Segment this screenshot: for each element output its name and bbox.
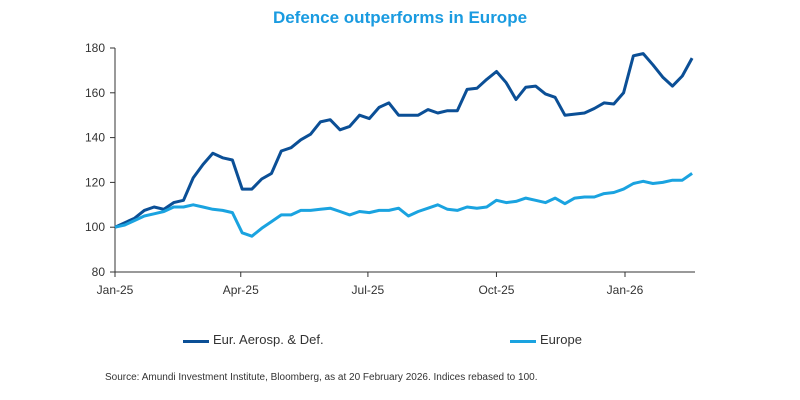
y-tick-label: 80 <box>92 265 106 279</box>
source-note: Source: Amundi Investment Institute, Blo… <box>105 372 538 383</box>
x-tick-label: Oct-25 <box>478 283 514 297</box>
legend-swatch-aerospace <box>183 340 209 343</box>
y-tick-label: 180 <box>85 41 105 55</box>
y-tick-label: 140 <box>85 131 105 145</box>
legend-swatch-europe <box>510 340 536 343</box>
x-tick-label: Jul-25 <box>352 283 385 297</box>
x-tick-label: Jan-26 <box>607 283 644 297</box>
legend-label-aerospace: Eur. Aerosp. & Def. <box>213 332 324 347</box>
y-tick-label: 100 <box>85 220 105 234</box>
legend-label-europe: Europe <box>540 332 582 347</box>
series-line-aerospace-defence <box>114 52 694 229</box>
series-line-europe <box>114 172 693 238</box>
x-tick-label: Apr-25 <box>223 283 259 297</box>
chart-title: Defence outperforms in Europe <box>272 8 528 27</box>
y-tick-label: 120 <box>85 175 105 189</box>
y-tick-label: 160 <box>85 86 105 100</box>
x-tick-label: Jan-25 <box>97 283 134 297</box>
